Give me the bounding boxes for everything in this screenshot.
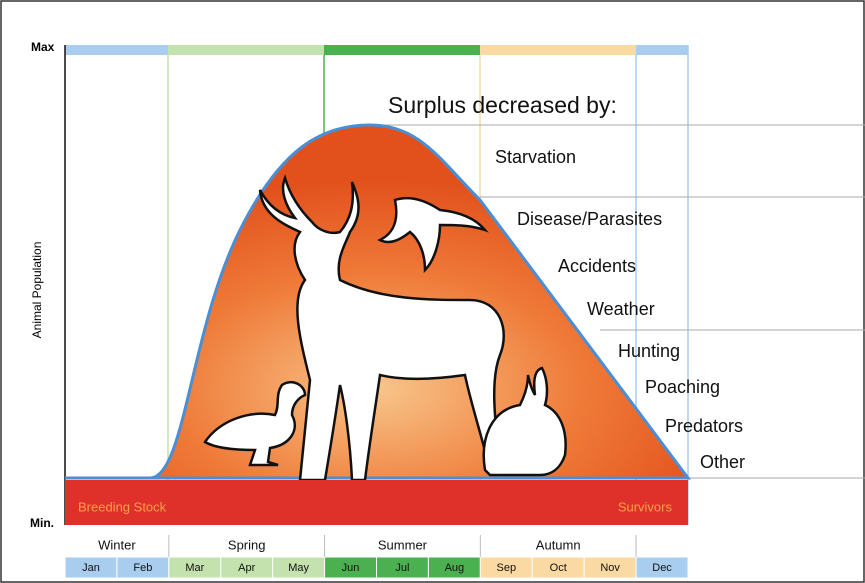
month-label: Mar (185, 562, 204, 574)
factor: Weather (587, 299, 655, 319)
factor: Accidents (558, 256, 636, 276)
band-label-left: Breeding Stock (78, 499, 167, 514)
month-label: Dec (652, 562, 672, 574)
band-label-right: Survivors (618, 499, 673, 514)
band-winter (65, 45, 168, 55)
heading: Surplus decreased by: (388, 92, 617, 118)
factor: Other (700, 452, 745, 472)
band-summer (324, 45, 480, 55)
duck (203, 380, 307, 467)
month-label: Oct (550, 562, 567, 574)
month-label: Sep (497, 562, 517, 574)
month-label: Jun (342, 562, 360, 574)
y-axis-title: Animal Population (30, 242, 44, 339)
month-cell (635, 556, 689, 579)
month-label: Nov (600, 562, 620, 574)
season-label: Autumn (536, 537, 581, 552)
season-label: Summer (378, 537, 428, 552)
factor: Poaching (645, 377, 720, 397)
factor: Hunting (618, 341, 680, 361)
breeding-band (65, 480, 688, 525)
deer (258, 174, 505, 482)
rabbit (482, 366, 567, 477)
band-spring (168, 45, 324, 55)
band-winter (636, 45, 688, 55)
month-label: May (288, 562, 309, 574)
month-label: Feb (133, 562, 152, 574)
season-label: Spring (228, 537, 266, 552)
month-label: Aug (445, 562, 465, 574)
y-max-label: Max (31, 40, 55, 54)
season-label: Winter (98, 537, 136, 552)
month-label: Jul (395, 562, 409, 574)
factor: Disease/Parasites (517, 209, 662, 229)
band-autumn (480, 45, 636, 55)
bird (377, 196, 489, 274)
y-min-label: Min. (30, 516, 54, 530)
month-label: Apr (238, 562, 255, 574)
factor: Predators (665, 416, 743, 436)
factor: Starvation (495, 147, 576, 167)
month-label: Jan (82, 562, 100, 574)
factor-lines (370, 124, 865, 479)
